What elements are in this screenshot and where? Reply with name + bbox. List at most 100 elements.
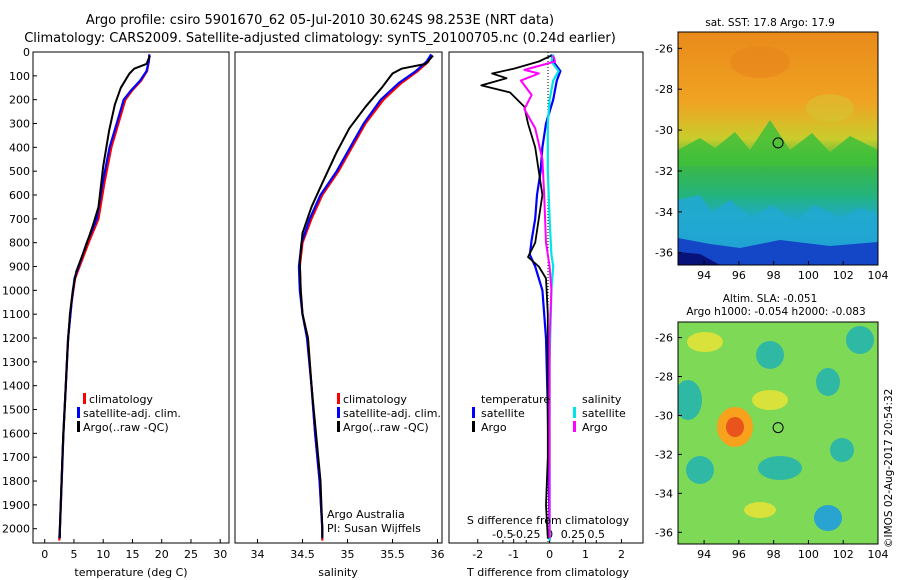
sst-argo-marker <box>772 137 784 149</box>
sst-map-panel: sat. SST: 17.8 Argo: 17.9 94 96 98 100 102 10… <box>655 17 888 282</box>
map-y-tick-label: -32 <box>655 165 673 178</box>
difference-legend: temperature satellite Argo salinity sate… <box>472 393 626 434</box>
sla-frame <box>677 321 879 545</box>
difference-lines <box>480 54 562 541</box>
sla-cold-eddy-1 <box>756 341 784 369</box>
sla-cold-eddy-7 <box>846 326 874 354</box>
s-tick-label: -0.5 <box>492 528 513 541</box>
legend-swatch-t-satellite <box>472 407 475 418</box>
depth-tick-label: 800 <box>9 237 30 250</box>
difference-s-ticks: -0.5-0.25 0 0.25 0.5 <box>492 528 605 543</box>
legend-swatch-s-argo <box>573 421 576 432</box>
x-tick-label: 5 <box>70 548 77 561</box>
sst-warm-patch <box>730 46 790 78</box>
map-x-tick-label: 100 <box>798 269 819 282</box>
x-tick-label: 36 <box>431 548 445 561</box>
map-x-tick-label: 104 <box>868 269 889 282</box>
x-tick-label: 1 <box>582 548 589 561</box>
map-x-tick-label: 98 <box>767 548 781 561</box>
x-tick-label: 25 <box>184 548 198 561</box>
map-x-tick-label: 104 <box>868 548 889 561</box>
sla-cold-eddy-2 <box>816 368 840 396</box>
sst-title: sat. SST: 17.8 Argo: 17.9 <box>705 17 835 29</box>
map-y-tick-label: -26 <box>655 332 673 345</box>
map-y-tick-label: -34 <box>655 206 673 219</box>
sst-mid-patch <box>806 94 854 122</box>
depth-tick-label: 600 <box>9 189 30 202</box>
x-tick-label: -2 <box>472 548 483 561</box>
legend-swatch-argo <box>77 421 80 432</box>
depth-tick-label: 700 <box>9 213 30 226</box>
map-x-tick-label: 98 <box>767 269 781 282</box>
map-y-tick-label: -34 <box>655 487 673 500</box>
sla-cold-eddy-6 <box>814 505 842 531</box>
s-tick-label: 0.25 <box>561 528 586 541</box>
legend-swatch-satellite <box>337 407 340 418</box>
salinity-panel: 34 34.5 35 35.5 36 salinity climatology sate… <box>234 51 445 579</box>
map-y-tick-label: -28 <box>655 83 673 96</box>
sla-title-2: Argo h1000: -0.054 h2000: -0.083 <box>686 306 865 318</box>
depth-tick-label: 1100 <box>2 308 30 321</box>
sla-cold-eddy-3 <box>678 380 702 420</box>
map-x-tick-label: 96 <box>732 269 746 282</box>
depth-tick-label: 300 <box>9 118 30 131</box>
map-y-tick-label: -26 <box>655 42 673 55</box>
depth-tick-label: 400 <box>9 141 30 154</box>
map-x-tick-label: 96 <box>732 548 746 561</box>
legend-swatch-climatology <box>337 393 340 404</box>
x-tick-label: 30 <box>213 548 227 561</box>
sst-ticks: 94 96 98 100 102 104 -26 -28 -30 -32 -34 -36 <box>655 42 888 282</box>
s-tick-label: -0.25 <box>512 528 540 541</box>
depth-tick-label: 1700 <box>2 451 30 464</box>
salinity-xlabel: salinity <box>318 566 358 579</box>
sla-cold-eddy-4 <box>686 456 714 484</box>
map-x-tick-label: 94 <box>697 269 711 282</box>
legend-s-satellite: satellite <box>582 407 626 420</box>
x-tick-label: 34 <box>251 548 265 561</box>
sla-yellow-2 <box>744 502 776 518</box>
temperature-x-ticks: 0 5 10 15 20 25 30 <box>41 539 227 561</box>
depth-ticks: 0 100 200 300 400 500 600 700 800 900 1000 1100 1200… <box>2 46 37 536</box>
salinity-legend: climatology satellite-adj. clim. Argo(..… <box>337 393 441 434</box>
sla-map-panel: Altim. SLA: -0.051 Argo h1000: -0.054 h2… <box>655 293 888 561</box>
map-y-tick-label: -36 <box>655 247 673 260</box>
title-line-1: Argo profile: csiro 5901670_62 05-Jul-20… <box>86 13 554 28</box>
s-tick-label: 0.5 <box>588 528 606 541</box>
depth-tick-label: 2000 <box>2 523 30 536</box>
depth-tick-label: 900 <box>9 261 30 274</box>
x-tick-label: 35 <box>341 548 355 561</box>
temperature-xlabel: temperature (deg C) <box>74 566 187 579</box>
x-tick-label: -1 <box>508 548 519 561</box>
map-y-tick-label: -30 <box>655 124 673 137</box>
legend-swatch-s-satellite <box>573 407 576 418</box>
series-line <box>528 54 562 541</box>
x-tick-label: 2 <box>618 548 625 561</box>
sla-title-1: Altim. SLA: -0.051 <box>723 293 818 305</box>
series-line <box>298 54 434 539</box>
sla-argo-marker <box>772 422 784 434</box>
legend-swatch-satellite <box>77 407 80 418</box>
difference-panel: -2 -1 0 1 2 -0.5-0.25 0 0.25 0.5 T difference f… <box>448 51 644 579</box>
difference-x-ticks: -2 -1 0 1 2 <box>472 539 625 561</box>
legend-swatch-climatology <box>83 393 86 404</box>
salinity-frame <box>234 51 443 544</box>
x-tick-label: 0 <box>546 548 553 561</box>
depth-tick-label: 100 <box>9 70 30 83</box>
temperature-legend: climatology satellite-adj. clim. Argo(..… <box>77 393 181 434</box>
sst-deep-cold <box>678 238 878 265</box>
map-y-tick-label: -36 <box>655 526 673 539</box>
sla-yellow-3 <box>687 332 723 352</box>
depth-tick-label: 500 <box>9 165 30 178</box>
series-line <box>58 55 151 539</box>
pi-note: PI: Susan Wijffels <box>327 522 421 535</box>
depth-tick-label: 1500 <box>2 404 30 417</box>
sla-heatmap <box>678 322 878 544</box>
x-tick-label: 35.5 <box>380 548 405 561</box>
sst-frame <box>677 31 879 266</box>
legend-argo: Argo(..raw -QC) <box>343 421 429 434</box>
map-x-tick-label: 102 <box>833 548 854 561</box>
sla-yellow-1 <box>752 390 788 410</box>
depth-tick-label: 1200 <box>2 332 30 345</box>
map-y-tick-label: -30 <box>655 409 673 422</box>
